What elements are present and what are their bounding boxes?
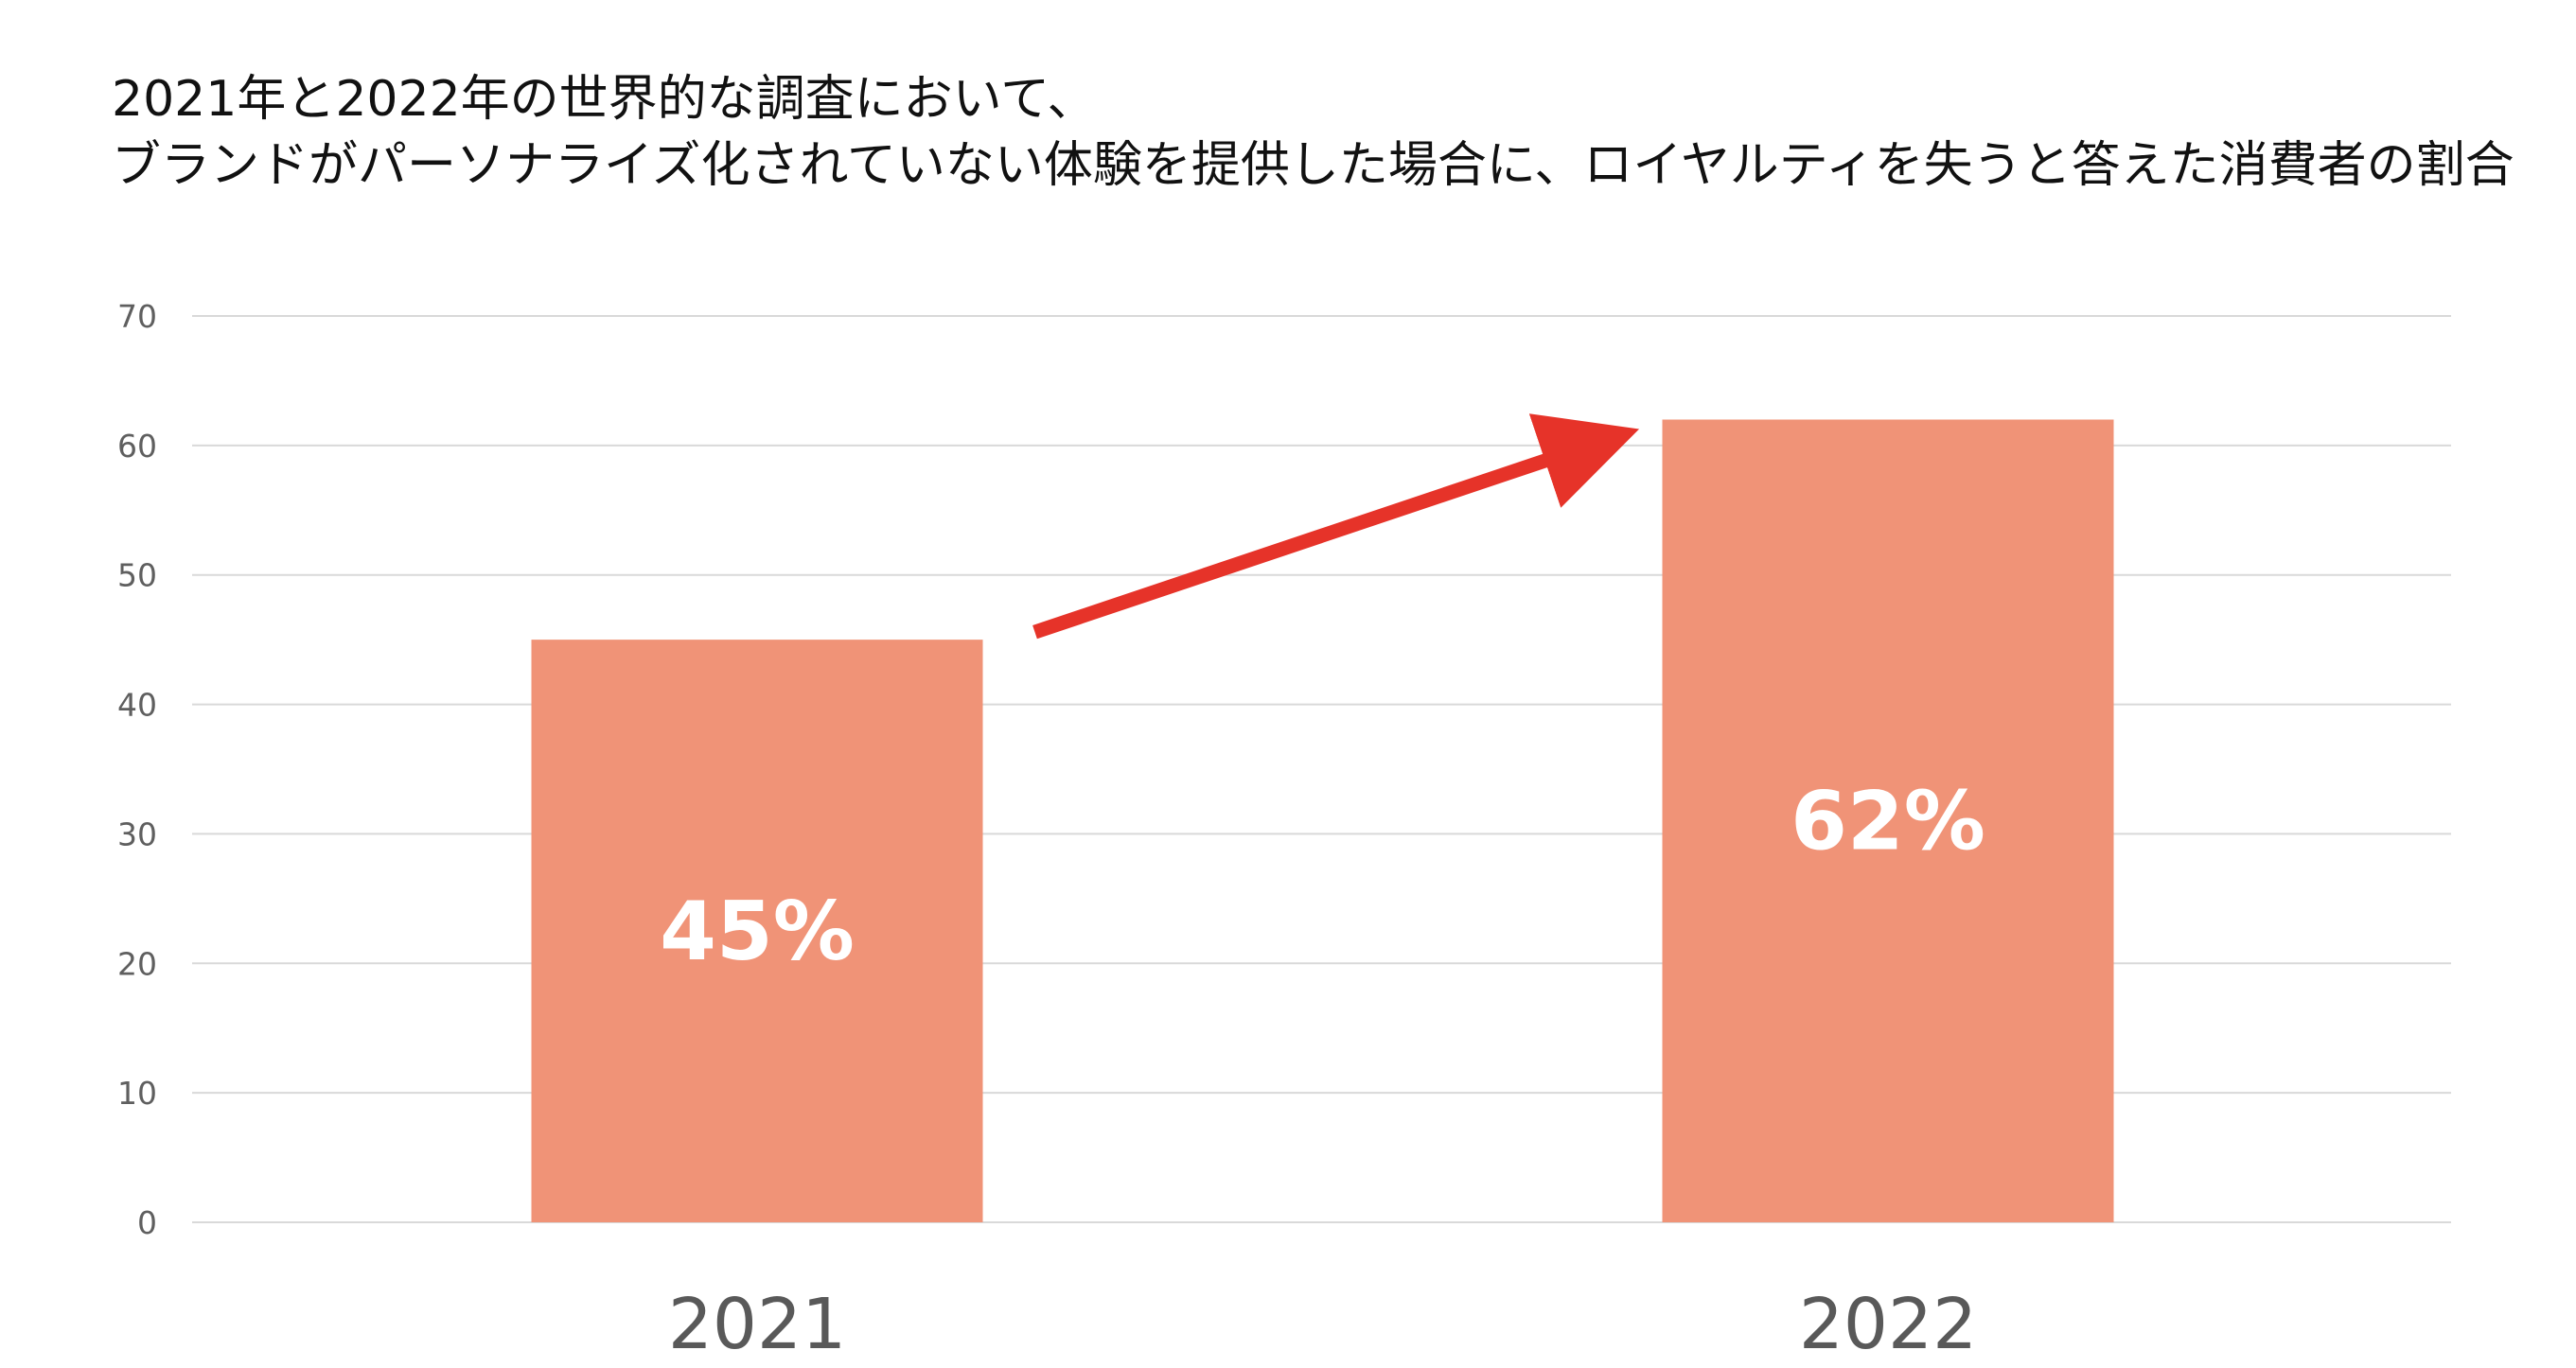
bar-2021: [531, 640, 983, 1222]
chart-title-line-2: ブランドがパーソナライズ化されていない体験を提供した場合に、ロイヤルティを失うと…: [112, 137, 2514, 194]
data-label-2021: 45%: [660, 885, 855, 979]
data-labels: 45% 62%: [660, 775, 1985, 979]
y-tick-label: 60: [117, 428, 157, 465]
annotations: [1032, 413, 1640, 640]
y-axis-ticks: 0 10 20 30 40 50 60 70: [117, 298, 157, 1241]
chart-title-line-1: 2021年と2022年の世界的な調査において、: [112, 71, 1097, 128]
category-label-2021: 2021: [668, 1284, 846, 1365]
bars: [531, 419, 2114, 1222]
y-tick-label: 30: [117, 816, 157, 852]
category-labels: 2021 2022: [668, 1284, 1977, 1365]
increase-arrow: [1032, 413, 1640, 640]
y-tick-label: 70: [117, 298, 157, 335]
y-tick-label: 20: [117, 945, 157, 982]
data-label-2022: 62%: [1791, 775, 1985, 869]
y-tick-label: 50: [117, 557, 157, 594]
y-tick-label: 40: [117, 687, 157, 724]
category-label-2022: 2022: [1799, 1284, 1977, 1365]
y-tick-label: 10: [117, 1075, 157, 1112]
bar-2022: [1662, 419, 2114, 1222]
y-tick-label: 0: [137, 1204, 157, 1241]
chart-title: 2021年と2022年の世界的な調査において、 ブランドがパーソナライズ化されて…: [112, 66, 2534, 199]
